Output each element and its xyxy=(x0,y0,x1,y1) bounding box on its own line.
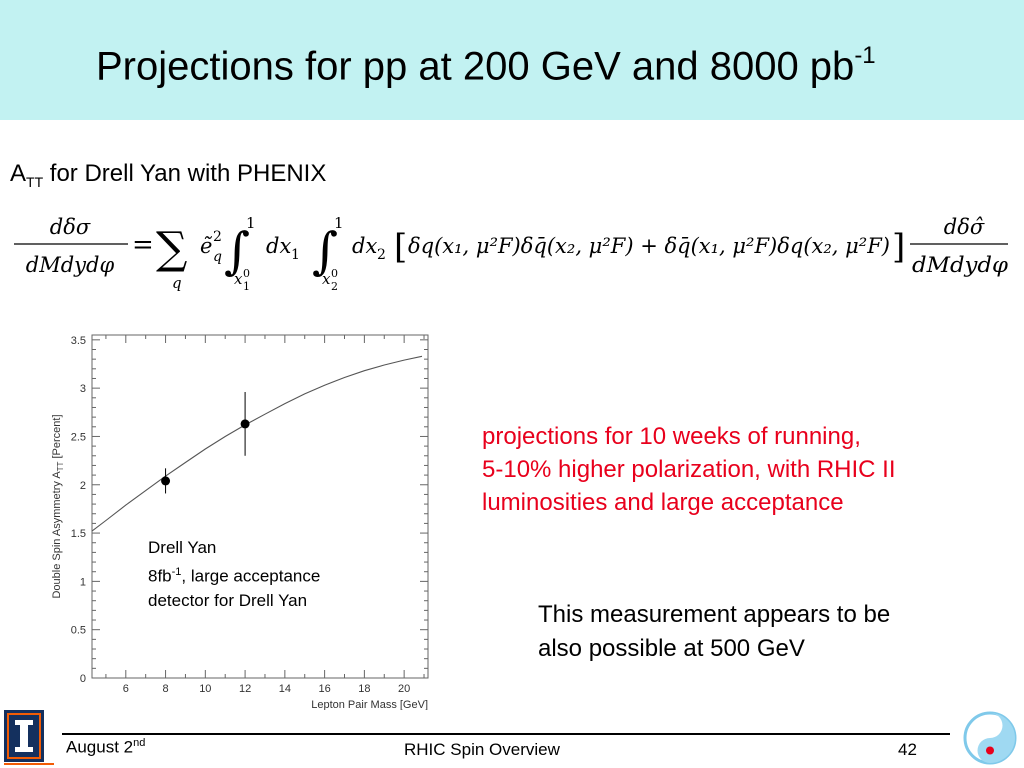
university-logo xyxy=(4,710,54,765)
projection-note-line-2: 5-10% higher polarization, with RHIC II xyxy=(482,456,896,483)
chart-annotation-lumi: 8fb xyxy=(148,566,172,586)
footer-date-text: August 2 xyxy=(66,737,134,757)
subtitle-subscript: TT xyxy=(26,173,44,190)
data-point xyxy=(161,476,171,486)
y-tick-label: 0.5 xyxy=(71,625,86,637)
chart-annotation: Drell Yan 8fb-1, large acceptance detect… xyxy=(148,536,320,613)
measurement-note-line-2: also possible at 500 GeV xyxy=(538,635,805,662)
university-logo-letter-base xyxy=(15,747,33,752)
projection-note: projections for 10 weeks of running, 5-1… xyxy=(482,420,896,519)
projection-note-line-3: luminosities and large acceptance xyxy=(482,489,844,516)
rhic-spin-logo-dot-top xyxy=(986,721,994,730)
projection-note-line-1: projections for 10 weeks of running, xyxy=(482,423,861,450)
formula-integral-2: ∫ xyxy=(312,222,338,280)
measurement-note: This measurement appears to be also poss… xyxy=(538,598,890,666)
formula-coefficient-sup: 2 xyxy=(213,229,222,245)
subtitle: ATT for Drell Yan with PHENIX xyxy=(10,160,326,190)
slide-title-text: Projections for pp at 200 GeV and 8000 p… xyxy=(96,44,855,89)
measurement-note-line-1: This measurement appears to be xyxy=(538,601,891,628)
y-tick-label: 2.5 xyxy=(71,431,86,443)
x-tick-label: 18 xyxy=(358,683,370,695)
university-logo-letter-stem xyxy=(20,720,28,752)
formula-bracket-content: δq(x₁, μ²F)δq̄(x₂, μ²F) + δq̄(x₁, μ²F)δq… xyxy=(408,234,890,258)
slide-title: Projections for pp at 200 GeV and 8000 p… xyxy=(96,42,876,89)
formula-dx1: dx xyxy=(266,234,291,258)
formula-integral-1: ∫ xyxy=(224,222,250,280)
asymmetry-curve xyxy=(91,355,423,532)
x-tick-label: 20 xyxy=(398,683,410,695)
x-tick-label: 12 xyxy=(239,683,251,695)
formula-lhs-numerator: dδσ xyxy=(50,215,91,239)
footer-page-number: 42 xyxy=(898,740,917,759)
formula-equals: = xyxy=(132,230,154,260)
formula-coefficient-sub: q xyxy=(213,249,222,265)
x-tick-label: 10 xyxy=(199,683,211,695)
x-tick-label: 14 xyxy=(279,683,291,695)
y-tick-label: 1.5 xyxy=(71,528,86,540)
slide-title-superscript: -1 xyxy=(854,42,876,69)
footer-date-sup: nd xyxy=(133,737,146,749)
chart-annotation-line-3: detector for Drell Yan xyxy=(148,590,308,610)
formula-sum-index: q xyxy=(172,274,182,292)
formula-integral-2-upper: 1 xyxy=(334,214,344,232)
formula-integral-1-lower: x xyxy=(234,270,243,288)
data-point xyxy=(240,419,250,429)
x-tick-label: 6 xyxy=(123,683,129,695)
chart-annotation-line-1: Drell Yan xyxy=(148,538,217,557)
formula-integral-1-lower-sub: 1 xyxy=(243,280,250,293)
y-tick-label: 1 xyxy=(80,576,86,588)
subtitle-text: for Drell Yan with PHENIX xyxy=(43,160,327,187)
cross-section-formula: dδσ dMdydφ = ∑ q ẽ 2 q ∫ 1 x 0 1 dx 1 ∫ … xyxy=(14,214,1008,293)
asymmetry-chart: 6 8 10 12 14 16 18 20 0 0.5 1 1.5 2 2.5 3 3.5 Lepton Pai… xyxy=(51,334,429,710)
formula-integral-1-upper: 1 xyxy=(246,214,256,232)
university-logo-underline xyxy=(4,763,54,765)
formula-dx2: dx xyxy=(352,234,377,258)
plot-frame xyxy=(91,334,429,679)
footer-title: RHIC Spin Overview xyxy=(404,740,560,759)
formula-rhs-numerator: dδσ̂ xyxy=(944,215,985,239)
formula-sum-symbol: ∑ xyxy=(156,223,187,274)
subtitle-symbol: A xyxy=(10,160,27,187)
chart-annotation-acceptance: , large acceptance xyxy=(181,566,321,586)
chart-annotation-line-2: 8fb-1, large acceptance xyxy=(148,560,320,589)
rhic-spin-logo xyxy=(963,711,1017,765)
y-tick-label: 0 xyxy=(80,673,86,685)
formula-integral-2-lower-sup: 0 xyxy=(331,267,338,280)
x-tick-label: 8 xyxy=(162,683,168,695)
y-tick-label: 2 xyxy=(80,480,86,492)
y-tick-label: 3 xyxy=(80,383,86,395)
formula-integral-1-lower-sup: 0 xyxy=(243,267,250,280)
formula-integral-2-lower: x xyxy=(322,270,331,288)
footer-divider xyxy=(62,733,950,735)
formula-lhs-denominator: dMdydφ xyxy=(26,253,115,277)
chart-annotation-lumi-sup: -1 xyxy=(171,566,182,578)
formula-dx1-sub: 1 xyxy=(291,247,300,263)
formula-dx2-sub: 2 xyxy=(377,247,386,263)
formula-bracket-right: ] xyxy=(892,227,905,267)
y-tick-label: 3.5 xyxy=(71,335,86,347)
x-tick-label: 16 xyxy=(318,683,330,695)
formula-bracket-left: [ xyxy=(394,227,407,267)
formula-rhs-denominator: dMdydφ xyxy=(912,253,1008,277)
formula-coefficient: ẽ xyxy=(200,234,213,258)
title-banner xyxy=(0,0,1024,120)
university-logo-border xyxy=(7,713,41,759)
x-axis-label: Lepton Pair Mass [GeV] xyxy=(311,699,428,710)
rhic-spin-logo-dot-bottom xyxy=(986,746,994,755)
footer-date: August 2nd xyxy=(66,737,145,758)
y-axis-label: Double Spin Asymmetry ATT [Percent] xyxy=(51,414,65,598)
formula-integral-2-lower-sub: 2 xyxy=(331,280,338,293)
